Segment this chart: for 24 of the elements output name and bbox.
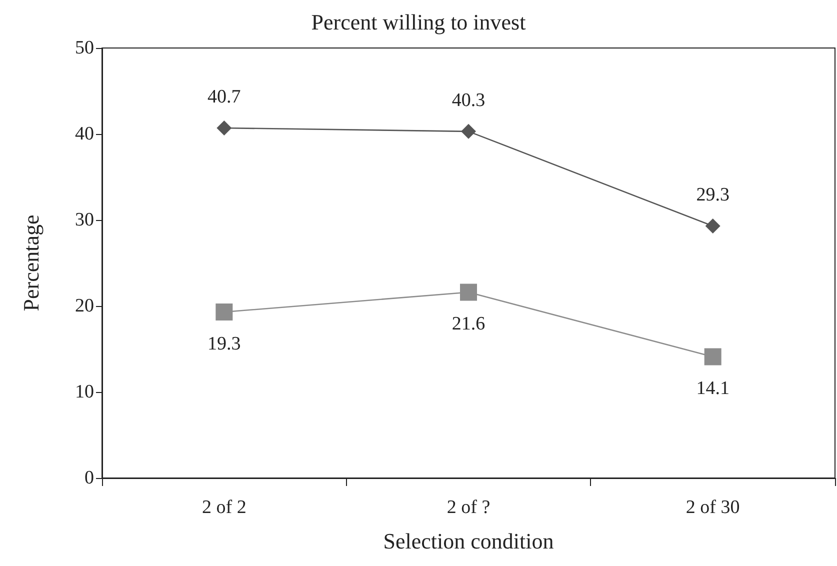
y-tick-label: 10 — [75, 382, 94, 402]
x-tick-label: 2 of ? — [446, 497, 490, 518]
point — [704, 348, 722, 366]
data-label: 29.3 — [696, 184, 730, 206]
data-label: 19.3 — [208, 334, 241, 355]
x-tick-label: 2 of 2 — [202, 497, 246, 518]
data-label: 21.6 — [452, 314, 486, 335]
point — [460, 284, 477, 301]
point — [216, 304, 233, 321]
point — [705, 218, 720, 234]
y-tick-label: 0 — [84, 468, 94, 488]
point — [461, 124, 476, 139]
y-tick-label: 40 — [75, 124, 94, 144]
y-tick-label: 30 — [75, 210, 94, 230]
y-tick-label: 50 — [75, 38, 94, 58]
data-label: 14.1 — [696, 378, 730, 400]
point — [216, 120, 232, 136]
chart-title: Percent willing to invest — [311, 10, 526, 34]
x-tick-label: 2 of 30 — [686, 497, 740, 518]
y-axis-title: Percentage — [18, 214, 44, 312]
data-label: 40.3 — [452, 90, 486, 111]
x-axis-title: Selection condition — [383, 528, 554, 554]
data-label: 40.7 — [208, 86, 241, 108]
y-tick-label: 20 — [75, 296, 94, 316]
